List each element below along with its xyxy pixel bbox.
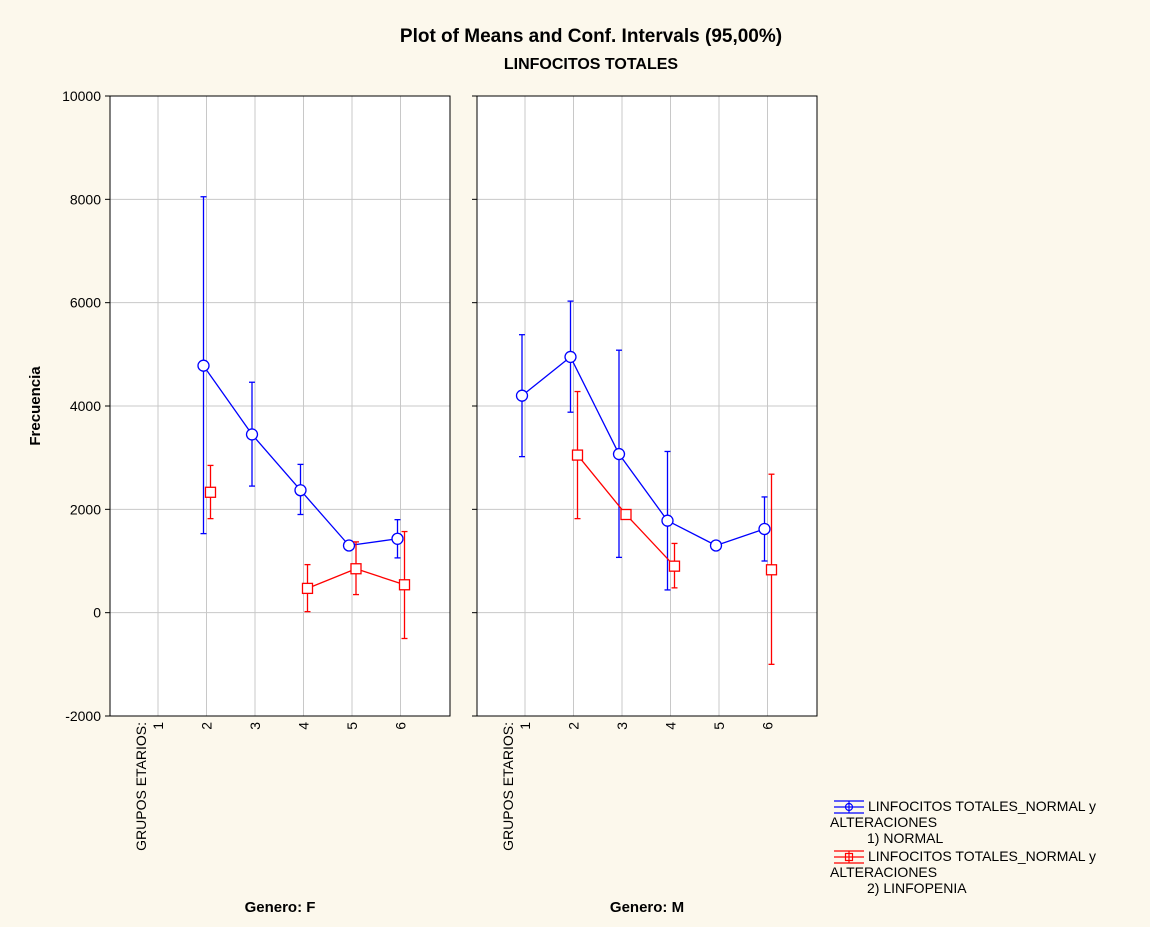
series-line-linfopenia <box>355 568 405 586</box>
mean-point-linfopenia <box>398 579 411 591</box>
mean-point-normal <box>709 539 723 552</box>
y-tick-label: -2000 <box>65 708 101 724</box>
series-line-normal <box>715 528 765 547</box>
x-tick-label: 3 <box>247 722 263 730</box>
x-tick-label: 2 <box>199 722 215 730</box>
y-tick-label: 2000 <box>70 501 101 517</box>
mean-point-normal <box>661 514 674 527</box>
series-line-normal <box>348 538 398 547</box>
series-line-normal <box>251 433 301 491</box>
legend-line2: ALTERACIONES <box>830 864 938 880</box>
factor-label: GRUPOS ETARIOS: <box>133 722 149 851</box>
x-tick-label: 6 <box>760 722 776 730</box>
y-tick-label: 10000 <box>62 88 101 104</box>
series-line-normal <box>569 356 620 455</box>
mean-point-linfopenia <box>620 508 632 521</box>
series-line-normal <box>300 489 350 546</box>
legend: LINFOCITOS TOTALES_NORMAL y ALTERACIONES… <box>830 798 1146 898</box>
y-axis-label: Frecuencia <box>27 366 44 446</box>
mean-point-normal <box>564 350 577 364</box>
mean-point-linfopenia <box>668 560 681 572</box>
x-tick-label: 1 <box>517 722 533 730</box>
mean-point-linfopenia <box>350 563 362 575</box>
series-line-normal <box>521 356 571 397</box>
series-line-linfopenia <box>307 568 357 589</box>
x-tick-label: 5 <box>344 722 360 730</box>
mean-point-normal <box>245 428 259 441</box>
mean-point-normal <box>342 539 356 552</box>
y-tick-label: 8000 <box>70 191 101 207</box>
chart-title: Plot of Means and Conf. Intervals (95,00… <box>400 26 782 47</box>
factor-label: GRUPOS ETARIOS: <box>500 722 516 851</box>
mean-point-normal <box>391 532 404 545</box>
legend-entry-linfopenia: LINFOCITOS TOTALES_NORMAL y ALTERACIONES… <box>830 848 1146 896</box>
series-line-normal <box>667 520 717 547</box>
mean-point-linfopenia <box>301 582 314 595</box>
legend-line2: ALTERACIONES <box>830 814 938 830</box>
series-line-linfopenia <box>625 514 675 567</box>
mean-point-linfopenia <box>204 486 217 498</box>
panel-label: Genero: F <box>245 899 316 916</box>
mean-point-normal <box>515 389 529 402</box>
legend-entry-normal: LINFOCITOS TOTALES_NORMAL y ALTERACIONES… <box>830 798 1146 846</box>
legend-line1: LINFOCITOS TOTALES_NORMAL y <box>868 848 1096 864</box>
legend-swatch-square-icon <box>834 850 864 864</box>
panel-label: Genero: M <box>610 899 684 916</box>
mean-point-normal <box>758 522 771 536</box>
y-tick-label: 4000 <box>70 398 101 414</box>
x-tick-label: 2 <box>566 722 582 730</box>
mean-point-linfopenia <box>765 564 778 576</box>
mean-point-normal <box>612 447 626 461</box>
mean-point-normal <box>197 359 210 372</box>
y-tick-label: 6000 <box>70 295 101 311</box>
mean-point-normal <box>294 484 307 497</box>
legend-line1: LINFOCITOS TOTALES_NORMAL y <box>868 798 1096 814</box>
series-line-normal <box>618 453 669 522</box>
y-tick-label: 0 <box>93 605 101 621</box>
mean-point-linfopenia <box>571 449 584 461</box>
x-tick-label: 4 <box>296 722 312 730</box>
legend-line3: 1) NORMAL <box>867 830 944 846</box>
x-tick-label: 1 <box>150 722 166 730</box>
chart-subtitle: LINFOCITOS TOTALES <box>504 56 679 73</box>
legend-swatch-circle-icon <box>834 800 864 814</box>
series-line-normal <box>202 365 253 435</box>
x-tick-label: 4 <box>663 722 679 730</box>
legend-line3: 2) LINFOPENIA <box>867 880 967 896</box>
x-tick-label: 6 <box>393 722 409 730</box>
x-tick-label: 5 <box>711 722 727 730</box>
x-tick-label: 3 <box>614 722 630 730</box>
series-line-linfopenia <box>576 454 627 515</box>
